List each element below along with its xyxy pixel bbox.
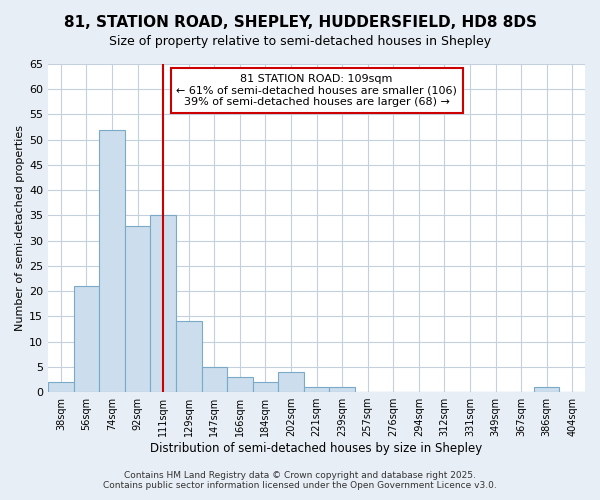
Bar <box>125 226 151 392</box>
Bar <box>48 382 74 392</box>
Bar <box>304 387 329 392</box>
Bar <box>227 377 253 392</box>
Text: 81 STATION ROAD: 109sqm
← 61% of semi-detached houses are smaller (106)
39% of s: 81 STATION ROAD: 109sqm ← 61% of semi-de… <box>176 74 457 107</box>
Text: Size of property relative to semi-detached houses in Shepley: Size of property relative to semi-detach… <box>109 35 491 48</box>
Bar <box>202 367 227 392</box>
Bar <box>99 130 125 392</box>
Bar <box>74 286 99 392</box>
Bar <box>176 322 202 392</box>
X-axis label: Distribution of semi-detached houses by size in Shepley: Distribution of semi-detached houses by … <box>151 442 483 455</box>
Text: 81, STATION ROAD, SHEPLEY, HUDDERSFIELD, HD8 8DS: 81, STATION ROAD, SHEPLEY, HUDDERSFIELD,… <box>64 15 536 30</box>
Y-axis label: Number of semi-detached properties: Number of semi-detached properties <box>15 125 25 331</box>
Text: Contains HM Land Registry data © Crown copyright and database right 2025.
Contai: Contains HM Land Registry data © Crown c… <box>103 470 497 490</box>
Bar <box>329 387 355 392</box>
Bar <box>151 216 176 392</box>
Bar <box>253 382 278 392</box>
Bar <box>278 372 304 392</box>
Bar <box>534 387 559 392</box>
